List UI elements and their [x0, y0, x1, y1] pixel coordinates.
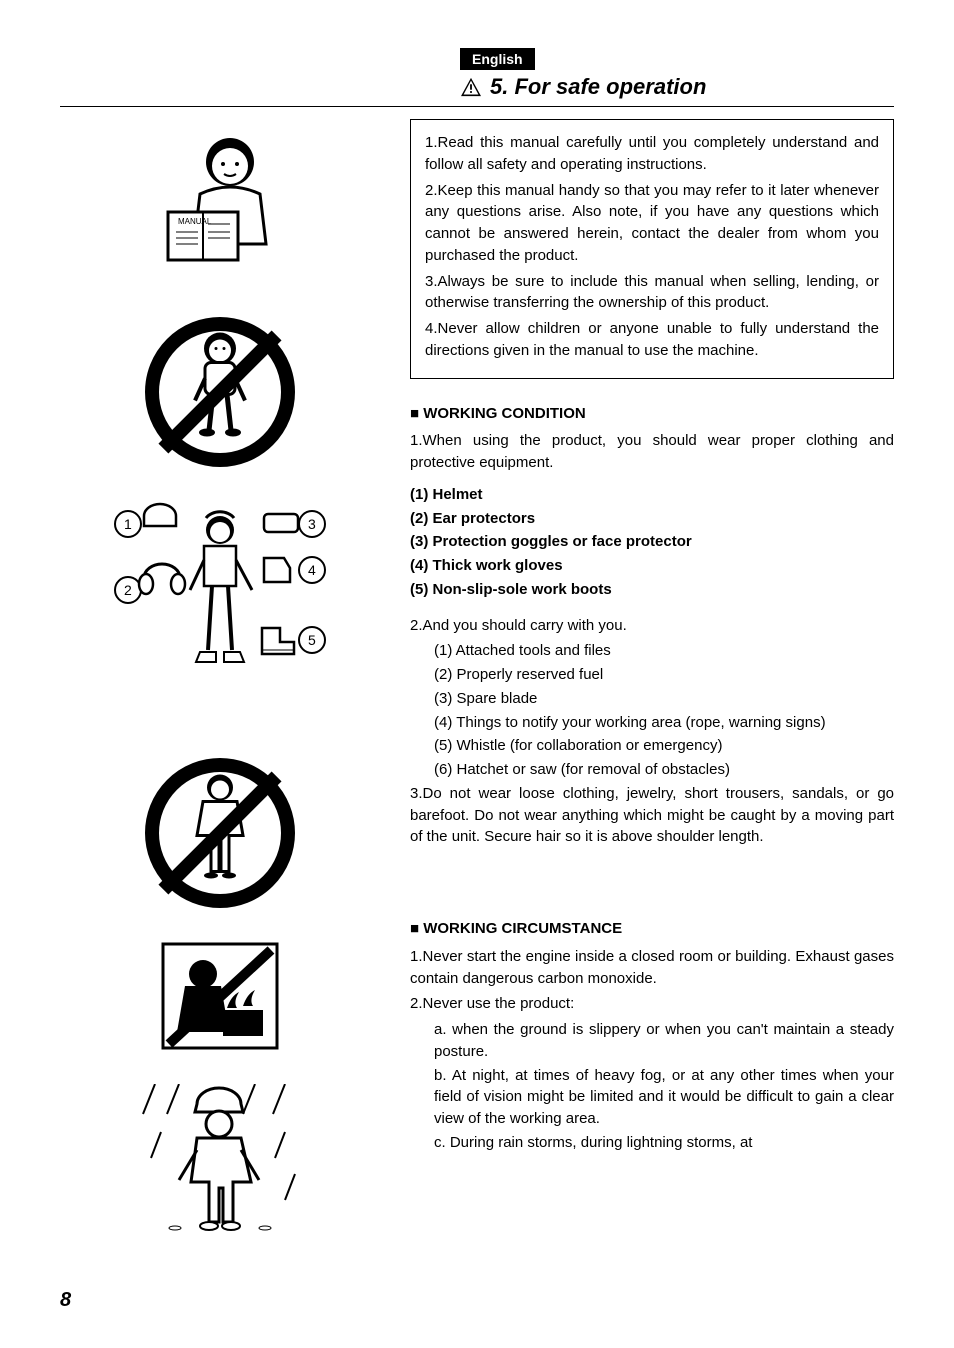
svg-text:1: 1 [124, 516, 132, 532]
carry-3: (3) Spare blade [434, 688, 894, 710]
intro-item-2: Keep this manual handy so that you may r… [425, 182, 879, 264]
svg-text:MANUAL: MANUAL [178, 217, 212, 226]
heading-working-condition: WORKING CONDITION [410, 403, 894, 425]
ppe-1: (1) Helmet [410, 484, 894, 506]
chapter-title: 5. For safe operation [490, 74, 706, 100]
illustration-ppe-diagram: 1 2 3 4 5 [110, 495, 330, 695]
text-column: 1. Read this manual carefully until you … [410, 119, 894, 1257]
ppe-2: (2) Ear protectors [410, 508, 894, 530]
illustration-rain-worker [135, 1079, 305, 1239]
ppe-4: (4) Thick work gloves [410, 555, 894, 577]
circ-2-lead: Never use the product: [423, 995, 575, 1012]
carry-4: (4) Things to notify your working area (… [434, 712, 894, 734]
carry-2: (2) Properly reserved fuel [434, 664, 894, 686]
svg-text:3: 3 [308, 516, 316, 532]
language-badge: English [460, 48, 535, 70]
svg-text:2: 2 [124, 582, 132, 598]
circ-2b: At night, at times of heavy fog, or at a… [434, 1067, 894, 1128]
illustration-no-children [145, 307, 295, 477]
no-wear: Do not wear loose clothing, jewelry, sho… [410, 785, 894, 846]
svg-text:5: 5 [308, 632, 316, 648]
warning-icon [460, 77, 482, 97]
ppe-list: (1) Helmet (2) Ear protectors (3) Protec… [410, 484, 894, 601]
ppe-3: (3) Protection goggles or face protector [410, 531, 894, 553]
carry-list: (1) Attached tools and files (2) Properl… [434, 640, 894, 781]
carry-6: (6) Hatchet or saw (for removal of obsta… [434, 759, 894, 781]
intro-item-1: Read this manual carefully until you com… [425, 134, 879, 173]
circ-1: Never start the engine inside a closed r… [410, 948, 894, 987]
intro-item-4: Never allow children or anyone unable to… [425, 320, 879, 359]
circ-2c: During rain storms, during lightning sto… [450, 1134, 753, 1151]
carry-5: (5) Whistle (for collaboration or emerge… [434, 735, 894, 757]
illustration-no-loose-clothing [145, 753, 295, 913]
illustration-column: MANUAL [60, 119, 380, 1257]
intro-item-3: Always be sure to include this manual wh… [425, 273, 879, 312]
header-rule [60, 106, 894, 107]
circ-2a: when the ground is slippery or when you … [434, 1021, 894, 1060]
wc-lead: When using the product, you should wear … [410, 432, 894, 471]
intro-box: 1. Read this manual carefully until you … [410, 119, 894, 379]
heading-working-circumstance: WORKING CIRCUMSTANCE [410, 918, 894, 940]
carry-1: (1) Attached tools and files [434, 640, 894, 662]
carry-lead: And you should carry with you. [423, 617, 627, 634]
svg-text:4: 4 [308, 562, 316, 578]
ppe-5: (5) Non-slip-sole work boots [410, 579, 894, 601]
page-number: 8 [60, 1289, 71, 1312]
illustration-read-manual: MANUAL [130, 119, 310, 289]
illustration-no-indoor-engine [155, 931, 285, 1061]
